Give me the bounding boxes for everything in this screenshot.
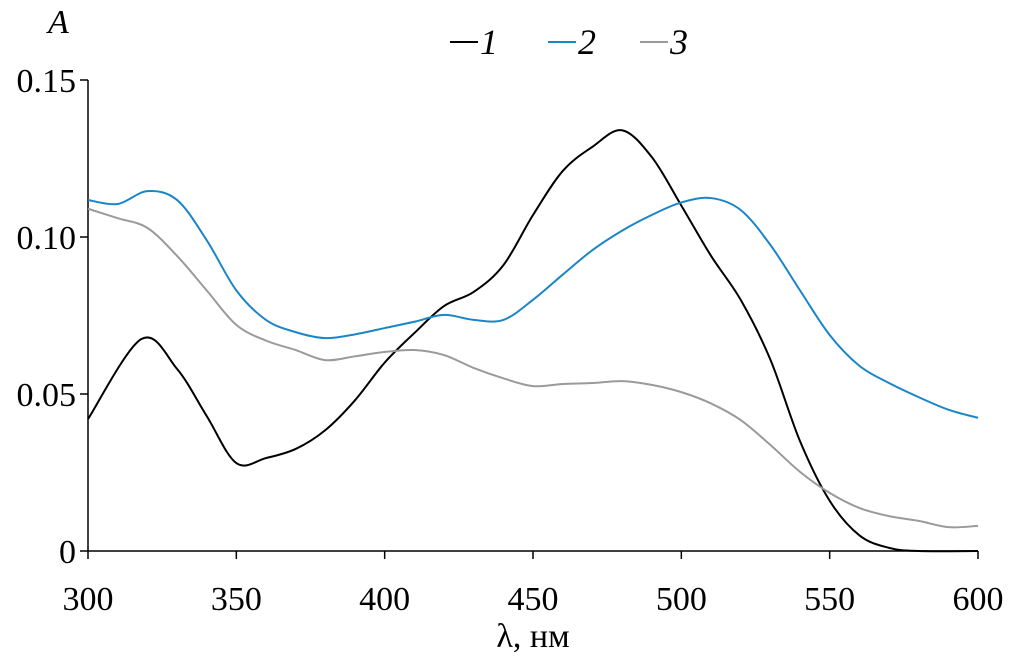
y-axis-label: A (46, 4, 69, 41)
y-tick-label: 0 (59, 534, 76, 571)
series-line-2 (87, 190, 979, 419)
legend: 1 2 3 (450, 22, 688, 62)
x-tick-label: 400 (359, 581, 410, 618)
legend-label-3: 3 (669, 22, 688, 62)
x-tick-label: 550 (804, 581, 855, 618)
x-tick-label: 500 (656, 581, 707, 618)
x-tick-label: 600 (953, 581, 1004, 618)
series-line-3 (87, 207, 979, 529)
x-tick-label: 450 (508, 581, 559, 618)
series-line-1 (87, 129, 979, 553)
legend-label-2: 2 (578, 22, 596, 62)
x-tick-label: 350 (211, 581, 262, 618)
legend-label-1: 1 (480, 22, 498, 62)
y-tick-label: 0.05 (17, 377, 77, 414)
x-axis-label: λ, нм (496, 618, 569, 655)
x-tick-label: 300 (63, 581, 114, 618)
y-tick-label: 0.10 (17, 220, 77, 257)
y-tick-label: 0.15 (17, 63, 77, 100)
